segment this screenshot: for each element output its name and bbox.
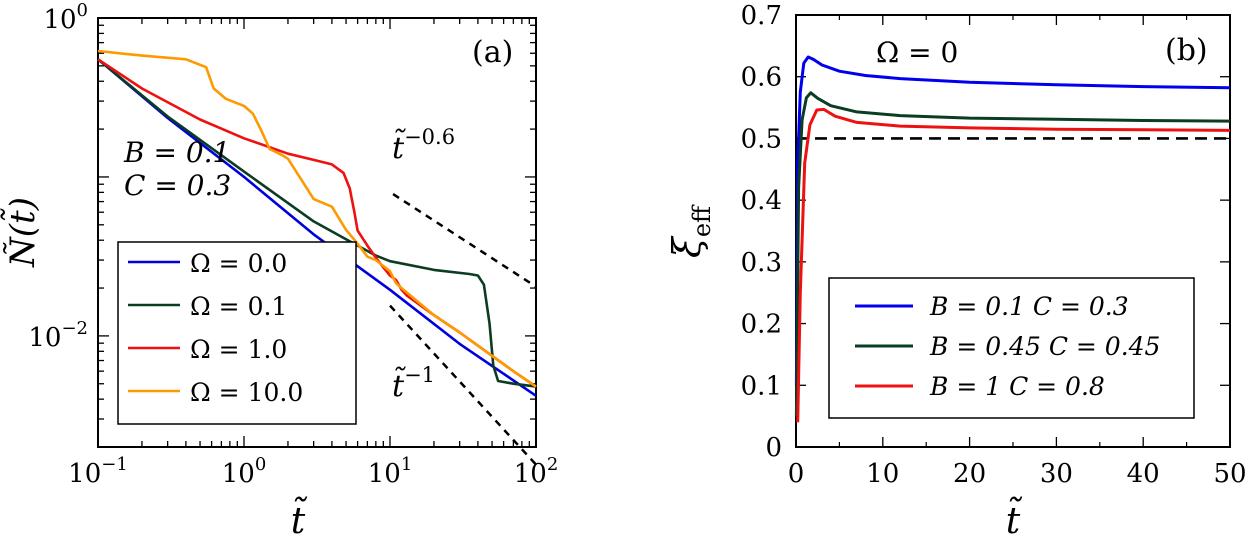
panel-b-curves: [794, 55, 1231, 423]
panel-b-series-2: [796, 107, 1231, 423]
panel-a-legend-label: Ω = 1.0: [190, 335, 287, 364]
panel-b-label: (b): [1165, 33, 1208, 68]
panel-a-ytick-label: 10−2: [28, 318, 88, 353]
panel-b-ytick-label: 0.2: [741, 310, 782, 340]
panel-a-xtick-label: 100: [222, 454, 267, 489]
panel-a-legend-box: [117, 241, 357, 425]
panel-b-ytick-label: 0.5: [741, 124, 782, 154]
panel-a-xtick-label: 10−1: [68, 454, 128, 489]
panel-a-series-3: [97, 49, 537, 388]
panel-b-ytick-label: 0.6: [741, 63, 782, 93]
panel-a-ylabel: Ñ(t̃): [0, 197, 43, 268]
panel-b-ylabel: ξeff: [665, 204, 716, 258]
panel-a-legend: Ω = 0.0 Ω = 0.1 Ω = 1.0 Ω = 10.0: [117, 241, 357, 425]
panel-b-xtick-label: 0: [788, 459, 805, 489]
panel-a: 10−1 100 101 102 10−2 100 (a) B = 0.1 C = 0.3…: [0, 0, 558, 537]
panel-b-xtick-label: 40: [1127, 459, 1160, 489]
panel-b-legend-box: [828, 277, 1195, 419]
panel-a-curves: [97, 49, 537, 466]
panel-b-ytick-label: 0.1: [741, 371, 782, 401]
panel-a-xtick-label: 101: [368, 454, 413, 489]
panel-a-guide-line-0: [392, 193, 537, 288]
panel-b-series-1: [794, 91, 1231, 417]
panel-b-ytick-label: 0: [765, 433, 782, 463]
panel-b: 0 10 20 30 40 50 0 0.1 0.2 0.3 0.4 0.5 0.6 0.7 (b) Ω …: [665, 1, 1246, 537]
panel-b-ticks: 0 10 20 30 40 50 0 0.1 0.2 0.3 0.4 0.5 0.6 0.7: [741, 1, 1246, 489]
panel-b-xtick-label: 10: [866, 459, 899, 489]
panel-a-label: (a): [472, 35, 513, 70]
panel-b-legend-label: B = 1 C = 0.8: [929, 372, 1105, 401]
panel-a-legend-label: Ω = 10.0: [190, 378, 303, 407]
panel-a-guide-line-1: [389, 304, 537, 466]
panel-b-legend-entries: B = 0.1 C = 0.3 B = 0.45 C = 0.45 B = 1 C …: [855, 292, 1160, 401]
panel-b-xtick-label: 20: [953, 459, 986, 489]
panel-b-legend-label: B = 0.45 C = 0.45: [929, 332, 1160, 361]
panel-a-param-c: C = 0.3: [124, 169, 231, 202]
panel-a-legend-label: Ω = 0.1: [190, 292, 287, 321]
panel-b-ytick-label: 0.7: [741, 1, 782, 31]
panel-a-param-b: B = 0.1: [123, 136, 230, 169]
panel-a-frame: [97, 17, 537, 448]
panel-a-ytick-label: 100: [43, 0, 88, 35]
panel-b-ytick-label: 0.3: [741, 248, 782, 278]
panel-a-annot-slope06: t̃−0.6: [392, 125, 455, 166]
panel-b-xlabel: t̃: [1006, 497, 1023, 537]
panel-b-ytick-label: 0.4: [741, 186, 782, 216]
panel-b-legend-label: B = 0.1 C = 0.3: [929, 292, 1129, 321]
panel-b-header: Ω = 0: [876, 36, 958, 69]
panel-b-xtick-label: 30: [1040, 459, 1073, 489]
panel-a-xtick-label: 102: [514, 454, 559, 489]
panel-a-series-1: [97, 58, 537, 388]
panel-a-legend-label: Ω = 0.0: [190, 249, 287, 278]
panel-a-legend-entries: Ω = 0.0 Ω = 0.1 Ω = 1.0 Ω = 10.0: [128, 249, 303, 407]
panel-a-ticks: 10−1 100 101 102 10−2 100: [28, 0, 558, 489]
panel-b-xtick-label: 50: [1213, 459, 1246, 489]
panel-a-annot-slope1: t̃−1: [392, 363, 435, 404]
panel-a-xlabel: t̃: [291, 497, 308, 537]
panel-b-series-0: [794, 55, 1231, 386]
panel-b-legend: B = 0.1 C = 0.3 B = 0.45 C = 0.45 B = 1 C …: [828, 277, 1195, 419]
